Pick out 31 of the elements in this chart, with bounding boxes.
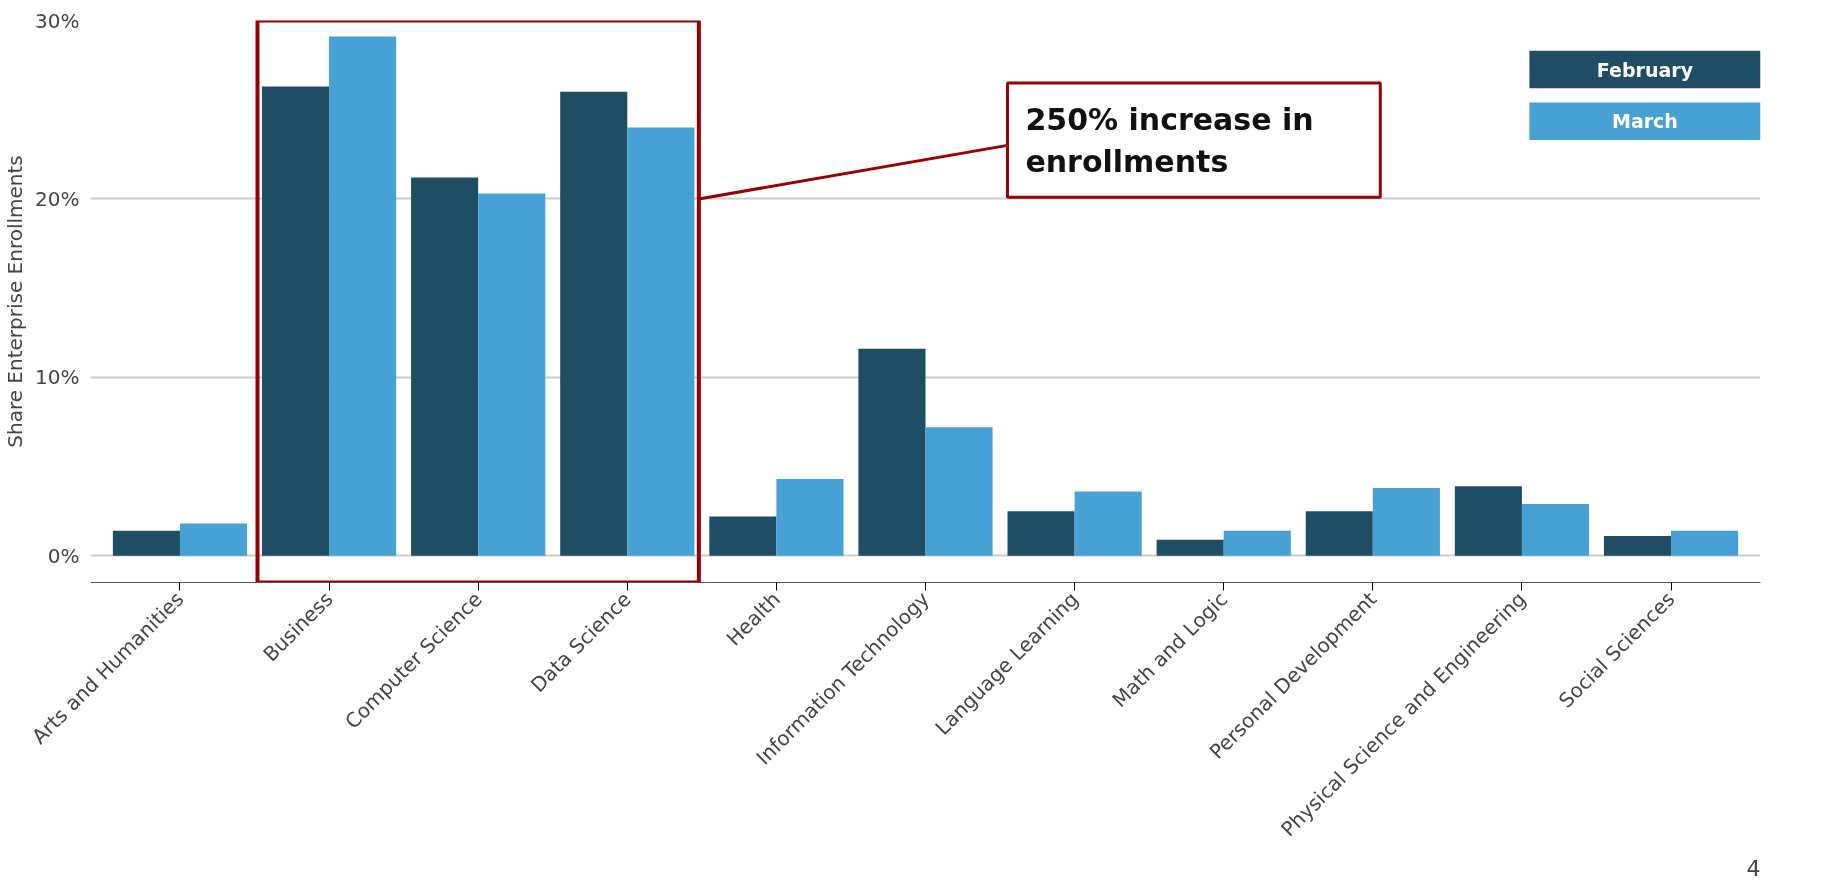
bar	[261, 86, 330, 556]
bar	[627, 127, 695, 556]
bar	[1603, 536, 1672, 556]
y-tick-label: 0%	[47, 543, 80, 568]
text: February	[1596, 58, 1694, 81]
bar	[925, 427, 993, 556]
bar	[112, 530, 180, 556]
y-tick-label: 10%	[35, 365, 80, 390]
bar	[1074, 491, 1142, 556]
bar	[1671, 530, 1739, 556]
bar	[1454, 486, 1522, 556]
annotation: 250% increase in enrollments	[1025, 101, 1314, 179]
bar	[478, 193, 546, 556]
bar	[776, 479, 844, 556]
bar	[1305, 511, 1373, 556]
bar	[858, 348, 926, 556]
bar	[1156, 539, 1224, 556]
bar	[1521, 504, 1590, 556]
bar	[179, 523, 248, 556]
bar	[329, 36, 397, 556]
bar	[411, 177, 479, 556]
bar	[560, 91, 628, 556]
bar	[1007, 511, 1075, 556]
y-tick-label: 30%	[35, 8, 80, 33]
bar	[709, 516, 777, 556]
bar	[1372, 487, 1440, 556]
text: 4	[1746, 855, 1761, 881]
bar	[1223, 530, 1291, 556]
y-tick-label: 20%	[35, 186, 80, 211]
y-axis-title: Share Enterprise Enrollments	[3, 155, 28, 448]
text: March	[1612, 110, 1678, 133]
